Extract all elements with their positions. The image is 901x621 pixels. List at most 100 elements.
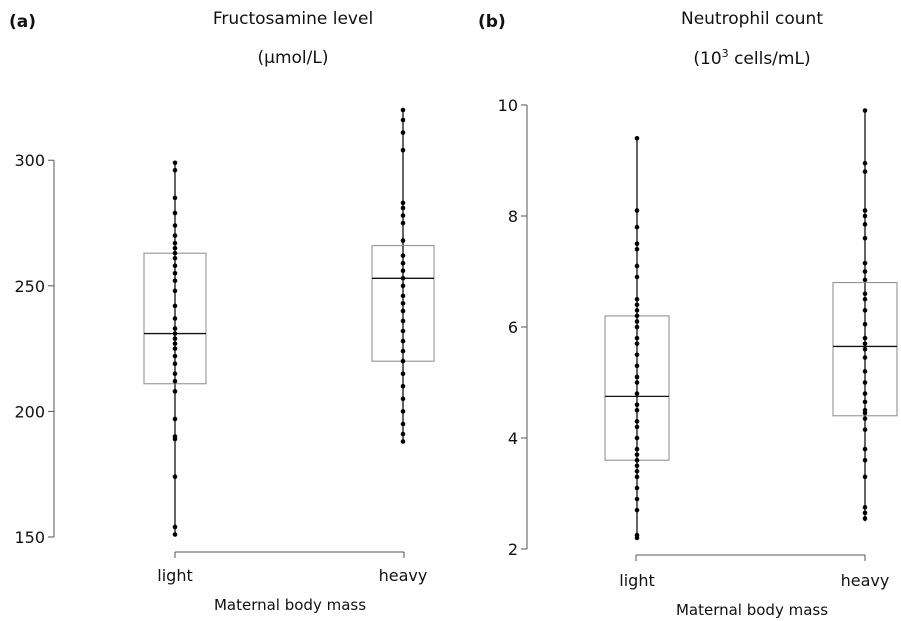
panel-a-point-light [172, 331, 178, 336]
panel-b-point-light [634, 224, 640, 230]
panel-a-point-heavy [400, 439, 406, 444]
panel-a-y-tick-label: 300 [14, 151, 45, 170]
panel-a-x-tick-label-heavy: heavy [379, 566, 428, 585]
panel-a-point-light [172, 336, 178, 341]
panel-b-point-light [634, 507, 640, 513]
panel-b-point-light [634, 496, 640, 502]
panel-b-point-heavy [862, 169, 868, 174]
panel-a-y-tick-label: 250 [14, 277, 45, 296]
panel-a-point-heavy [400, 431, 406, 437]
panel-b-point-heavy [862, 341, 868, 346]
panel-b-title: Neutrophil count [681, 9, 823, 29]
panel-a-point-heavy [400, 205, 406, 211]
panel-a-point-light [172, 278, 178, 284]
panel-b-point-heavy [862, 355, 868, 360]
panel-a-point-heavy [400, 253, 406, 258]
panel-a-point-light [172, 233, 178, 238]
panel-a-point-heavy [400, 260, 406, 266]
panel-b-point-heavy [862, 235, 868, 241]
panel-b-subtitle-main: (10 [693, 49, 721, 69]
panel-b-point-light [634, 457, 640, 463]
panel-a-letter: (a) [9, 12, 36, 32]
panel-b-point-heavy [862, 222, 868, 227]
panel-b-point-light [634, 319, 640, 324]
panel-b-point-heavy [862, 160, 868, 166]
panel-b-point-heavy [862, 407, 868, 413]
panel-b-point-heavy [862, 321, 868, 327]
panel-b-point-heavy [862, 446, 868, 452]
panel-a-point-light [172, 160, 178, 166]
panel-b-point-light [634, 313, 640, 319]
panel-b-y-tick-label: 6 [508, 318, 518, 337]
panel-a-point-light [172, 474, 178, 480]
panel-a-point-heavy [400, 213, 406, 218]
panel-a-point-light [172, 255, 178, 261]
panel-b-point-heavy [862, 474, 868, 480]
panel-a-point-heavy [400, 275, 406, 281]
panel-b-point-light [634, 374, 640, 380]
panel-a-point-light [172, 316, 178, 321]
panel-a-point-heavy [400, 147, 406, 153]
panel-a-point-heavy [400, 107, 406, 113]
panel-b-point-light [634, 424, 640, 430]
panel-b-point-light [634, 274, 640, 280]
panel-b-point-heavy [862, 260, 868, 266]
panel-a-point-light [172, 270, 178, 276]
panel-b-point-light [634, 463, 640, 469]
panel-b-point-heavy [862, 391, 868, 396]
panel-a-point-heavy [400, 371, 406, 377]
panel-b-point-heavy [862, 208, 868, 213]
panel-a-point-heavy [400, 396, 406, 402]
panel-a-point-heavy [400, 348, 406, 354]
panel-a-point-light [172, 389, 178, 394]
panel-b-point-light [634, 419, 640, 424]
panel-b-point-heavy [862, 335, 868, 341]
panel-b-point-light [634, 136, 640, 141]
panel-b-point-heavy [862, 291, 868, 297]
panel-b-point-light [634, 532, 640, 538]
panel-b-box-heavy [832, 282, 898, 417]
panel-b-y-tick-label: 4 [508, 429, 518, 448]
panel-a-title: Fructosamine level [213, 9, 373, 29]
panel-b-point-heavy [862, 269, 868, 274]
panel-a-point-light [172, 378, 178, 384]
panel-b-point-heavy [862, 457, 868, 463]
panel-a-point-heavy [400, 308, 406, 314]
panel-a-point-light [172, 346, 178, 351]
panel-b-point-light [634, 452, 640, 457]
panel-a-xlabel: Maternal body mass [214, 596, 366, 614]
panel-b-point-light [634, 302, 640, 308]
panel-b-y-tick-label: 2 [508, 540, 518, 559]
panel-b-point-light [634, 308, 640, 313]
panel-a-point-light [172, 195, 178, 201]
panel-a-point-light [172, 532, 178, 537]
panel-a-point-light [172, 263, 178, 269]
panel-b-point-heavy [862, 213, 868, 219]
panel-b-point-heavy [862, 277, 868, 283]
panel-a-point-heavy [400, 409, 406, 414]
panel-a-point-light [172, 341, 178, 346]
panel-b-letter: (b) [478, 12, 506, 32]
panel-a-point-heavy [400, 328, 406, 334]
panel-a-point-light [172, 371, 178, 377]
panel-a-point-heavy [400, 238, 406, 243]
panel-b-point-light [634, 335, 640, 341]
panel-a-y-tick-label: 150 [14, 528, 45, 547]
panel-b-subtitle: (103 cells/mL) [693, 47, 810, 69]
panel-b-point-light [634, 263, 640, 269]
panel-b-point-light [634, 296, 640, 302]
panel-b-point-light [634, 341, 640, 346]
panel-a-point-light [172, 210, 178, 216]
panel-a-plot: 150 200 250 300 light heavy [14, 107, 435, 585]
panel-a-point-light [172, 245, 178, 251]
panel-b-point-heavy [862, 399, 868, 405]
panel-a-point-heavy [400, 358, 406, 364]
panel-b-x-tick-label-light: light [619, 571, 654, 590]
panel-a-point-heavy [400, 200, 406, 206]
panel-a-y-tick-label: 200 [14, 402, 45, 421]
panel-a-point-light [172, 288, 178, 294]
panel-b-point-light [634, 485, 640, 491]
panel-b-point-heavy [862, 296, 868, 302]
panel-a-x-tick-label-light: light [157, 566, 192, 585]
